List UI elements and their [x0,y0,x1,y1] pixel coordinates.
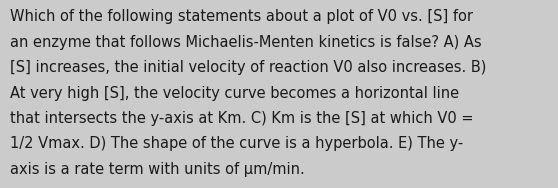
Text: axis is a rate term with units of μm/min.: axis is a rate term with units of μm/min… [10,162,305,177]
Text: [S] increases, the initial velocity of reaction V0 also increases. B): [S] increases, the initial velocity of r… [10,60,487,75]
Text: Which of the following statements about a plot of V0 vs. [S] for: Which of the following statements about … [10,9,473,24]
Text: that intersects the y-axis at Km. C) Km is the [S] at which V0 =: that intersects the y-axis at Km. C) Km … [10,111,474,126]
Text: 1/2 Vmax. D) The shape of the curve is a hyperbola. E) The y-: 1/2 Vmax. D) The shape of the curve is a… [10,136,463,151]
Text: At very high [S], the velocity curve becomes a horizontal line: At very high [S], the velocity curve bec… [10,86,459,101]
Text: an enzyme that follows Michaelis-Menten kinetics is false? A) As: an enzyme that follows Michaelis-Menten … [10,35,482,50]
